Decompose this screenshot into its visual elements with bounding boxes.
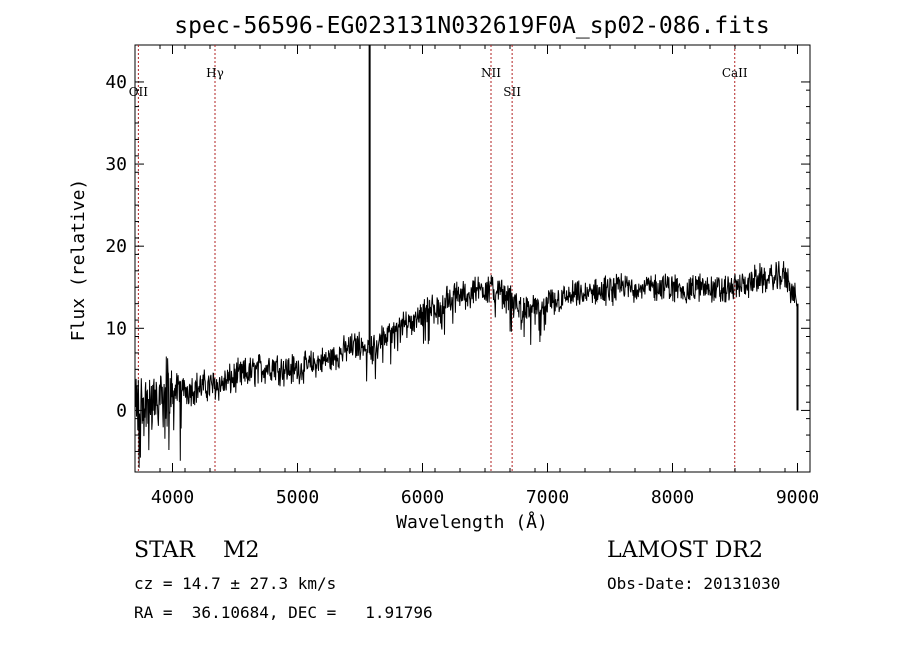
redshift-label: cz = 14.7 ± 27.3 km/s [134, 574, 337, 593]
survey-label: LAMOST DR2 [607, 538, 763, 563]
spectral-line-label: SII [503, 85, 521, 99]
x-axis-label: Wavelength (Å) [396, 511, 548, 533]
x-tick-label: 5000 [276, 487, 319, 508]
x-tick-label: 9000 [776, 487, 819, 508]
obs-date-label: Obs-Date: 20131030 [607, 574, 781, 593]
x-tick-label: 7000 [526, 487, 569, 508]
spectral-line-label: CaII [722, 66, 748, 80]
y-axis-label: Flux (relative) [68, 179, 89, 342]
object-type-label: STAR M2 [134, 538, 260, 563]
y-tick-label: 30 [105, 154, 127, 175]
y-tick-label: 0 [116, 400, 127, 421]
plot-frame [134, 44, 811, 473]
spectrum-line [135, 261, 798, 468]
y-tick-label: 10 [105, 318, 127, 339]
x-tick-label: 8000 [651, 487, 694, 508]
y-tick-label: 20 [105, 236, 127, 257]
spectral-line-label: OII [129, 85, 149, 99]
x-tick-label: 4000 [151, 487, 194, 508]
y-tick-label: 40 [105, 72, 127, 93]
spectral-line-label: Hγ [206, 66, 224, 80]
x-tick-label: 6000 [401, 487, 444, 508]
chart-title: spec-56596-EG023131N032619F0A_sp02-086.f… [174, 13, 769, 39]
coordinates-label: RA = 36.10684, DEC = 1.91796 [134, 603, 433, 622]
spectral-line-label: NII [481, 66, 501, 80]
